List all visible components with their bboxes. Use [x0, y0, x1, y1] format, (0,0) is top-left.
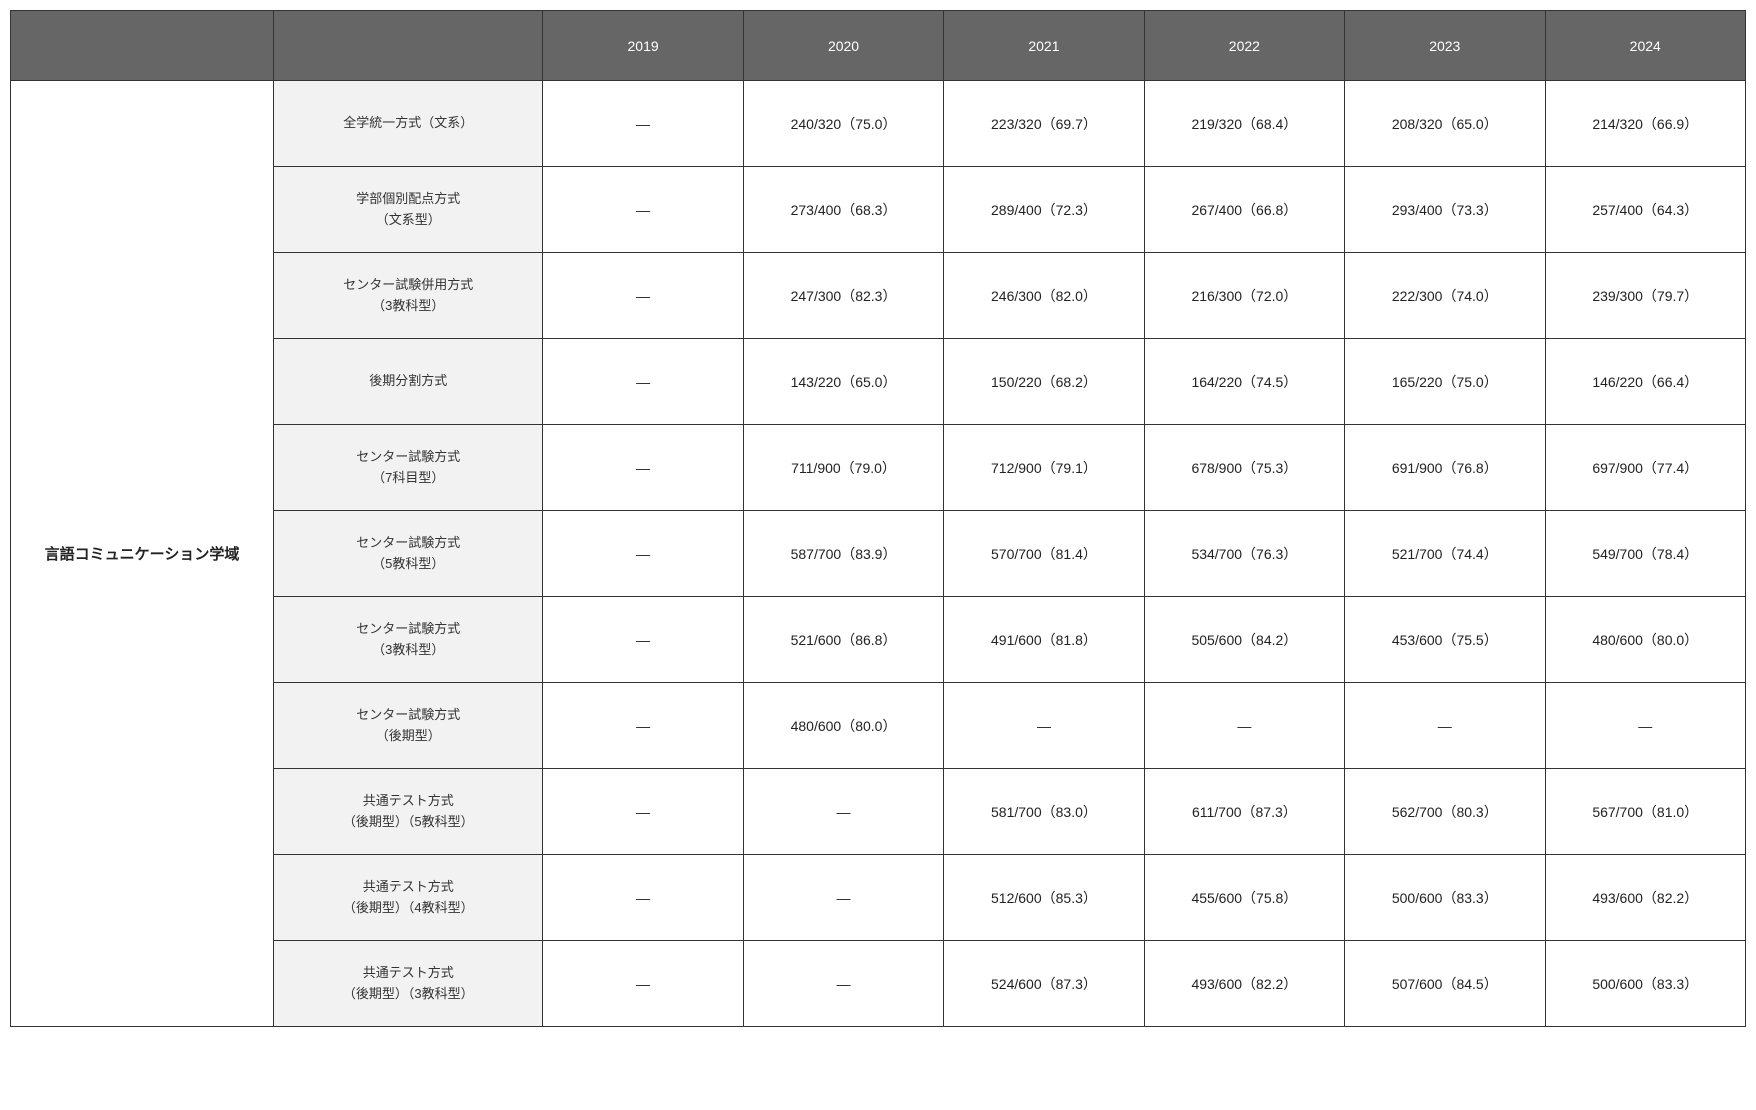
data-cell: 491/600（81.8） [944, 597, 1144, 683]
data-cell: — [543, 81, 743, 167]
data-cell: 208/320（65.0） [1345, 81, 1545, 167]
data-cell: 453/600（75.5） [1345, 597, 1545, 683]
data-cell: 480/600（80.0） [1545, 597, 1746, 683]
data-cell: 289/400（72.3） [944, 167, 1144, 253]
category-cell: 言語コミュニケーション学域 [11, 81, 274, 1027]
data-cell: 165/220（75.0） [1345, 339, 1545, 425]
data-cell: — [543, 511, 743, 597]
data-cell: — [543, 855, 743, 941]
data-cell: 524/600（87.3） [944, 941, 1144, 1027]
header-year: 2022 [1144, 11, 1344, 81]
method-cell: 共通テスト方式（後期型）（3教科型） [274, 941, 543, 1027]
data-cell: 273/400（68.3） [743, 167, 943, 253]
data-cell: 567/700（81.0） [1545, 769, 1746, 855]
method-cell: センター試験方式（5教科型） [274, 511, 543, 597]
data-cell: 247/300（82.3） [743, 253, 943, 339]
data-cell: 219/320（68.4） [1144, 81, 1344, 167]
table-row: 言語コミュニケーション学域全学統一方式（文系）—240/320（75.0）223… [11, 81, 1746, 167]
header-year: 2020 [743, 11, 943, 81]
data-cell: 570/700（81.4） [944, 511, 1144, 597]
score-table: 2019 2020 2021 2022 2023 2024 言語コミュニケーショ… [10, 10, 1746, 1027]
data-cell: 222/300（74.0） [1345, 253, 1545, 339]
data-cell: 143/220（65.0） [743, 339, 943, 425]
data-cell: 216/300（72.0） [1144, 253, 1344, 339]
header-year: 2023 [1345, 11, 1545, 81]
data-cell: 521/600（86.8） [743, 597, 943, 683]
header-year: 2019 [543, 11, 743, 81]
data-cell: 493/600（82.2） [1144, 941, 1344, 1027]
data-cell: 293/400（73.3） [1345, 167, 1545, 253]
data-cell: — [543, 425, 743, 511]
method-cell: センター試験併用方式（3教科型） [274, 253, 543, 339]
data-cell: — [543, 597, 743, 683]
method-cell: センター試験方式（7科目型） [274, 425, 543, 511]
data-cell: — [543, 339, 743, 425]
data-cell: 512/600（85.3） [944, 855, 1144, 941]
data-cell: 455/600（75.8） [1144, 855, 1344, 941]
header-blank-category [11, 11, 274, 81]
method-cell: センター試験方式（後期型） [274, 683, 543, 769]
data-cell: 493/600（82.2） [1545, 855, 1746, 941]
data-cell: 500/600（83.3） [1345, 855, 1545, 941]
data-cell: 587/700（83.9） [743, 511, 943, 597]
data-cell: — [944, 683, 1144, 769]
method-cell: 全学統一方式（文系） [274, 81, 543, 167]
method-cell: 学部個別配点方式（文系型） [274, 167, 543, 253]
data-cell: 549/700（78.4） [1545, 511, 1746, 597]
data-cell: 711/900（79.0） [743, 425, 943, 511]
data-cell: 150/220（68.2） [944, 339, 1144, 425]
header-year: 2021 [944, 11, 1144, 81]
data-cell: 239/300（79.7） [1545, 253, 1746, 339]
data-cell: — [543, 941, 743, 1027]
method-cell: センター試験方式（3教科型） [274, 597, 543, 683]
data-cell: 480/600（80.0） [743, 683, 943, 769]
data-cell: 146/220（66.4） [1545, 339, 1746, 425]
data-cell: — [543, 769, 743, 855]
header-year: 2024 [1545, 11, 1746, 81]
data-cell: 267/400（66.8） [1144, 167, 1344, 253]
data-cell: 505/600（84.2） [1144, 597, 1344, 683]
data-cell: 246/300（82.0） [944, 253, 1144, 339]
data-cell: — [743, 855, 943, 941]
data-cell: 214/320（66.9） [1545, 81, 1746, 167]
data-cell: — [543, 683, 743, 769]
data-cell: 240/320（75.0） [743, 81, 943, 167]
data-cell: 697/900（77.4） [1545, 425, 1746, 511]
data-cell: 581/700（83.0） [944, 769, 1144, 855]
table-header: 2019 2020 2021 2022 2023 2024 [11, 11, 1746, 81]
data-cell: — [1545, 683, 1746, 769]
method-cell: 共通テスト方式（後期型）（5教科型） [274, 769, 543, 855]
data-cell: — [743, 769, 943, 855]
data-cell: — [543, 167, 743, 253]
data-cell: 507/600（84.5） [1345, 941, 1545, 1027]
method-cell: 共通テスト方式（後期型）（4教科型） [274, 855, 543, 941]
data-cell: — [1144, 683, 1344, 769]
data-cell: 691/900（76.8） [1345, 425, 1545, 511]
data-cell: 257/400（64.3） [1545, 167, 1746, 253]
data-cell: 611/700（87.3） [1144, 769, 1344, 855]
data-cell: 500/600（83.3） [1545, 941, 1746, 1027]
data-cell: 678/900（75.3） [1144, 425, 1344, 511]
data-cell: 164/220（74.5） [1144, 339, 1344, 425]
data-cell: — [1345, 683, 1545, 769]
method-cell: 後期分割方式 [274, 339, 543, 425]
data-cell: 521/700（74.4） [1345, 511, 1545, 597]
data-cell: 562/700（80.3） [1345, 769, 1545, 855]
table-body: 言語コミュニケーション学域全学統一方式（文系）—240/320（75.0）223… [11, 81, 1746, 1027]
data-cell: 534/700（76.3） [1144, 511, 1344, 597]
data-cell: — [743, 941, 943, 1027]
data-cell: 712/900（79.1） [944, 425, 1144, 511]
data-cell: — [543, 253, 743, 339]
data-cell: 223/320（69.7） [944, 81, 1144, 167]
header-blank-method [274, 11, 543, 81]
